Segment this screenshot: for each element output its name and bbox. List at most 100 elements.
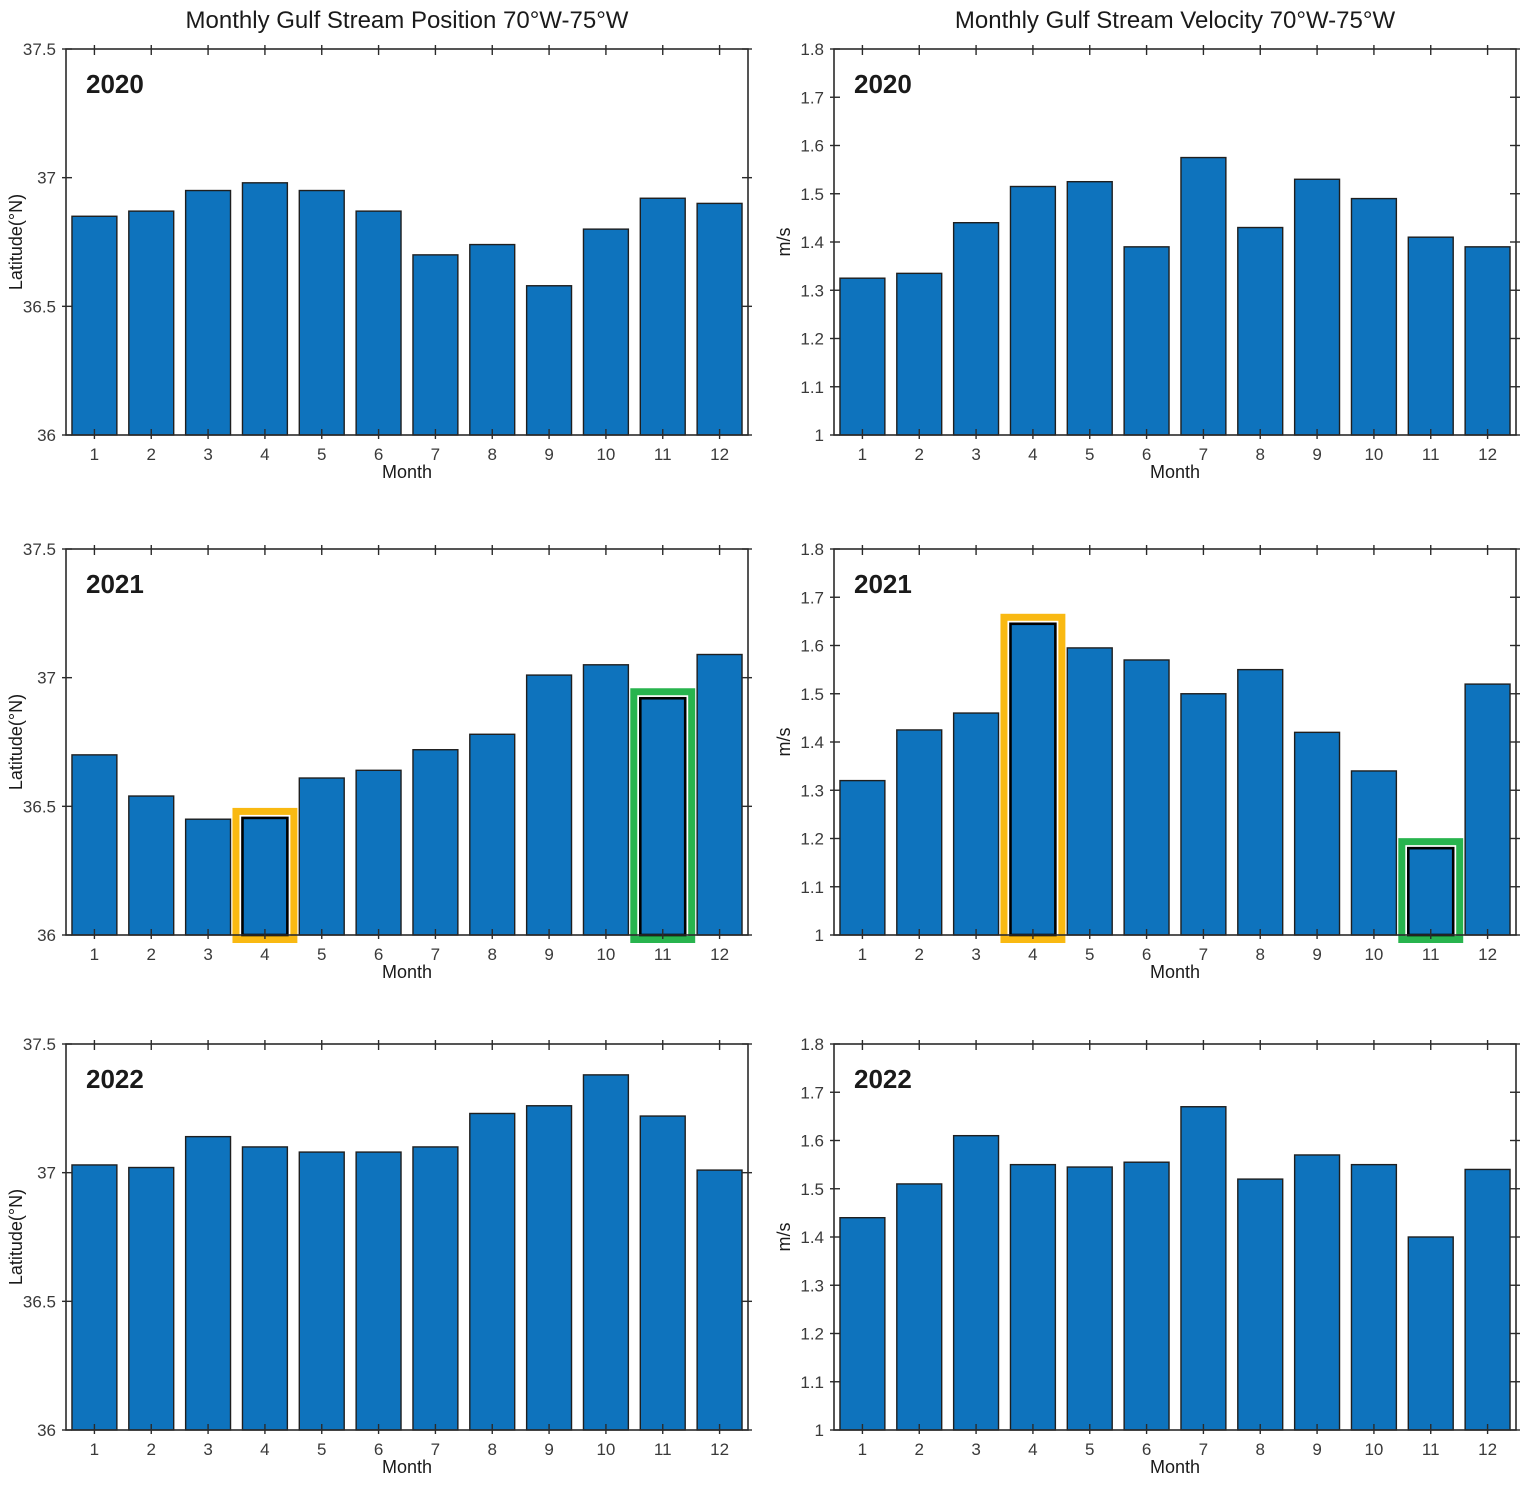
x-tick-label: 11 xyxy=(1422,445,1440,464)
x-tick-label: 10 xyxy=(596,445,615,464)
bar-month-7 xyxy=(412,254,459,436)
bar-month-8 xyxy=(469,733,516,936)
y-tick-label: 36 xyxy=(37,926,56,945)
x-tick-label: 6 xyxy=(374,445,383,464)
y-tick-label: 1.1 xyxy=(800,378,824,397)
bar-month-11 xyxy=(1407,847,1454,936)
bar-month-1 xyxy=(71,754,118,936)
bar-month-12 xyxy=(696,653,743,936)
y-tick-label: 37.5 xyxy=(23,40,56,59)
x-tick-label: 8 xyxy=(1256,1440,1265,1459)
y-axis-label: Latitude(°N) xyxy=(6,1189,26,1285)
x-tick-label: 9 xyxy=(544,445,553,464)
x-tick-label: 1 xyxy=(90,445,99,464)
highlight-frame-green-month-11 xyxy=(1398,838,1464,943)
bar-month-5 xyxy=(1066,647,1113,936)
y-axis-label: m/s xyxy=(774,728,794,757)
bar-month-2 xyxy=(896,1183,943,1431)
y-tick-label: 37 xyxy=(37,669,56,688)
bar-month-6 xyxy=(355,769,402,936)
y-tick-label: 1.2 xyxy=(800,330,824,349)
bar-month-7 xyxy=(1180,1106,1227,1431)
y-tick-label: 36.5 xyxy=(23,797,56,816)
y-axis-label: Latitude(°N) xyxy=(6,194,26,290)
chart-panel-position-2022: 1 2 3 4 5 6 7 8 9 10 11 12 36 36.5 37 37.5 2022 Month Lati… xyxy=(0,995,767,1490)
y-tick-label: 1.3 xyxy=(800,781,824,800)
bar-month-1 xyxy=(71,1164,118,1431)
y-tick-label: 1.5 xyxy=(800,185,824,204)
y-tick-label: 1.1 xyxy=(800,1373,824,1392)
bar-month-3 xyxy=(184,189,232,436)
bar-month-6 xyxy=(1123,246,1170,436)
x-axis-label: Month xyxy=(382,462,432,482)
chart-svg-position-2022: 1 2 3 4 5 6 7 8 9 10 11 123636.53737.52022MonthLati… xyxy=(6,1035,752,1477)
bar-month-11 xyxy=(639,1115,686,1431)
chart-panel-velocity-2021: 1 2 3 4 5 6 7 8 9 10 11 12 1 1.1 1.2 1.3 1.4 1.5 1.6 1.7 1.8… xyxy=(768,500,1535,995)
bar-month-11 xyxy=(639,197,686,436)
x-tick-label: 11 xyxy=(1422,1440,1440,1459)
x-tick-label: 5 xyxy=(317,945,326,964)
y-tick-label: 1.2 xyxy=(800,1325,824,1344)
x-tick-label: 6 xyxy=(374,945,383,964)
bar-month-8 xyxy=(1237,226,1284,436)
x-tick-label: 5 xyxy=(1085,1440,1094,1459)
bar-month-12 xyxy=(696,1169,743,1431)
axes-box xyxy=(65,48,749,436)
bar-month-3 xyxy=(952,712,1000,936)
bar-month-9 xyxy=(1293,1154,1341,1431)
chart-svg-velocity-2021: 1 2 3 4 5 6 7 8 9 10 11 1211.11.21.31.41.51.61.71.8… xyxy=(774,540,1520,982)
x-tick-label: 6 xyxy=(1142,445,1151,464)
bar-month-2 xyxy=(128,210,175,436)
bar-month-6 xyxy=(355,210,402,436)
y-tick-label: 1.3 xyxy=(800,281,824,300)
bar-month-10 xyxy=(1350,770,1398,936)
x-tick-label: 8 xyxy=(488,1440,497,1459)
x-tick-label: 11 xyxy=(654,445,672,464)
bar-month-3 xyxy=(952,1134,1000,1431)
x-tick-label: 2 xyxy=(915,945,924,964)
bar-month-4 xyxy=(241,817,289,936)
bar-month-5 xyxy=(1066,180,1113,436)
x-tick-label: 12 xyxy=(1478,445,1497,464)
y-tick-label: 1.8 xyxy=(800,1035,824,1054)
bar-month-11 xyxy=(639,697,686,936)
x-tick-label: 1 xyxy=(90,945,99,964)
x-tick-label: 9 xyxy=(1312,445,1321,464)
y-tick-label: 36.5 xyxy=(23,297,56,316)
x-tick-label: 9 xyxy=(1312,945,1321,964)
x-tick-label: 11 xyxy=(654,945,672,964)
x-tick-label: 7 xyxy=(1199,945,1208,964)
y-axis-label: m/s xyxy=(774,1223,794,1252)
x-tick-label: 10 xyxy=(1364,945,1383,964)
y-tick-label: 1.7 xyxy=(800,588,824,607)
bar-month-2 xyxy=(128,795,175,936)
bar-month-5 xyxy=(298,189,345,436)
bar-month-8 xyxy=(1237,1178,1284,1431)
y-tick-label: 1.6 xyxy=(800,1132,824,1151)
y-tick-label: 1.5 xyxy=(800,1180,824,1199)
bar-month-8 xyxy=(469,243,516,436)
y-tick-label: 37.5 xyxy=(23,540,56,559)
chart-title: Monthly Gulf Stream Velocity 70°W-75°W xyxy=(955,7,1396,34)
bar-month-7 xyxy=(412,1146,459,1431)
chart-svg-position-2021: 1 2 3 4 5 6 7 8 9 10 11 123636.53737.52021MonthLati… xyxy=(6,540,752,982)
bar-month-11 xyxy=(1407,236,1454,436)
y-tick-label: 1 xyxy=(815,426,824,445)
x-tick-label: 3 xyxy=(203,945,212,964)
year-label: 2022 xyxy=(854,1064,912,1094)
bar-month-10 xyxy=(1350,1163,1398,1431)
bar-month-9 xyxy=(525,674,573,936)
y-tick-label: 36 xyxy=(37,426,56,445)
x-tick-label: 3 xyxy=(203,1440,212,1459)
chart-panel-position-2020: 1 2 3 4 5 6 7 8 9 10 11 12 36 36.5 37 37.5 Monthly Gulf … xyxy=(0,0,767,500)
x-tick-label: 6 xyxy=(1142,1440,1151,1459)
x-tick-label: 8 xyxy=(1256,945,1265,964)
bar-month-4 xyxy=(241,182,289,436)
bar-month-4 xyxy=(1009,623,1057,936)
x-tick-label: 2 xyxy=(147,445,156,464)
x-axis-label: Month xyxy=(1150,1457,1200,1477)
x-tick-label: 8 xyxy=(488,945,497,964)
bar-month-9 xyxy=(525,285,573,436)
y-tick-label: 1.6 xyxy=(800,137,824,156)
